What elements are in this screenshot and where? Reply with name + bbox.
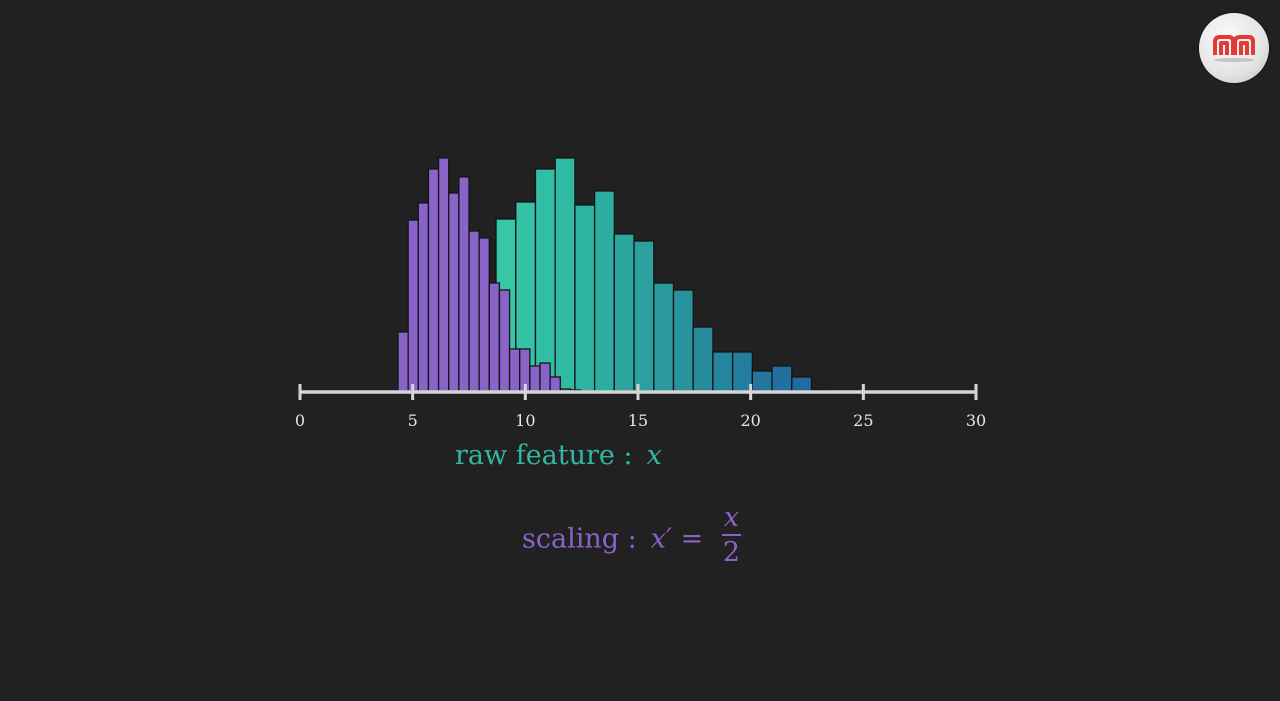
- x-tick-label-2: 10: [515, 411, 535, 430]
- raw-feature-bar-9: [672, 289, 694, 392]
- raw-feature-bar-8: [653, 282, 675, 392]
- raw-feature-bar-6: [613, 233, 635, 392]
- scaled-feature-bar-14: [539, 362, 551, 392]
- fraction-numerator: x: [723, 502, 740, 533]
- x-tick-label-5: 25: [853, 411, 873, 430]
- scaled-feature-bar-4: [437, 157, 450, 392]
- raw-feature-bar-10: [692, 326, 714, 392]
- scaled-feature-bar-5: [448, 192, 460, 392]
- scaled-feature-bar-6: [458, 176, 470, 392]
- scaled-feature-bar-11: [508, 348, 521, 392]
- scaled-feature-bar-9: [488, 282, 501, 392]
- x-tick-label-3: 15: [628, 411, 648, 430]
- scaled-feature-bar-15: [549, 376, 561, 392]
- x-axis: 0 5 10 15 20 25 30: [295, 384, 986, 430]
- scaled-feature-bar-7: [468, 230, 480, 392]
- raw-feature-text: raw feature :: [455, 440, 633, 471]
- raw-feature-bar-15: [791, 376, 813, 392]
- raw-feature-bar-14: [771, 365, 793, 392]
- scaled-feature-bar-10: [498, 289, 511, 392]
- raw-feature-bar-5: [593, 190, 615, 392]
- scaling-fraction: x 2: [721, 502, 742, 568]
- scaling-label: scaling : x′ = x 2: [522, 504, 742, 572]
- scaling-formula-lhs: x′ =: [650, 523, 704, 555]
- x-tick-label-4: 20: [740, 411, 760, 430]
- raw-feature-bar-4: [574, 204, 596, 392]
- x-tick-label-6: 30: [966, 411, 986, 430]
- raw-feature-bar-7: [633, 240, 655, 392]
- raw-feature-bar-11: [712, 351, 734, 392]
- scaled-feature-bar-8: [478, 237, 490, 392]
- fraction-denominator: 2: [722, 537, 741, 568]
- scaled-feature-bar-3: [427, 168, 440, 392]
- fraction-bar: [721, 534, 742, 536]
- x-tick-label-1: 5: [408, 411, 418, 430]
- raw-feature-bars: [495, 157, 832, 392]
- raw-feature-bar-3: [554, 157, 576, 392]
- x-tick-label-0: 0: [295, 411, 305, 430]
- raw-feature-bar-13: [751, 370, 773, 392]
- channel-logo[interactable]: [1199, 13, 1269, 83]
- scaling-text: scaling :: [522, 523, 637, 555]
- scaled-feature-bar-0: [397, 331, 409, 392]
- logo-icon: [1213, 35, 1255, 62]
- raw-feature-variable: x: [646, 440, 662, 471]
- raw-feature-label: raw feature : x: [455, 440, 662, 471]
- raw-feature-bar-2: [534, 168, 556, 392]
- scaled-feature-bar-2: [417, 202, 430, 392]
- scaled-feature-bar-1: [407, 219, 419, 392]
- scaled-feature-bar-13: [529, 365, 541, 392]
